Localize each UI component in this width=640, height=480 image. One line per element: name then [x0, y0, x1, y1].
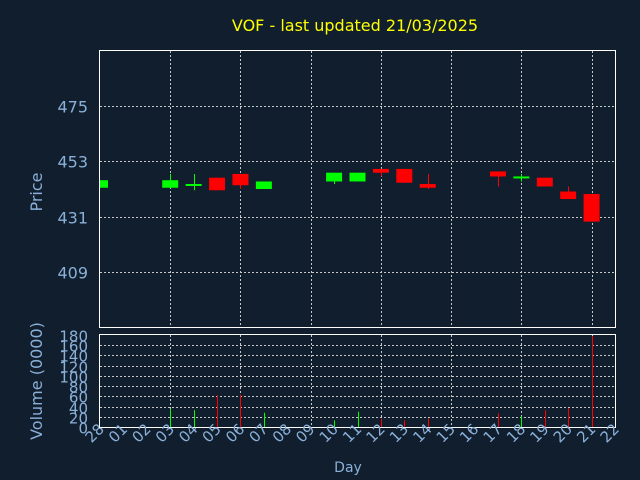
candle-body: [255, 181, 272, 189]
candle-body: [560, 191, 577, 200]
volume-grid: [100, 335, 615, 427]
price-y-axis-label: Price: [27, 172, 46, 211]
candle-body: [162, 180, 179, 188]
candles: [100, 168, 600, 222]
candle-body: [372, 168, 389, 173]
price-tick-label: 475: [57, 98, 88, 117]
candle-body: [489, 171, 506, 177]
candle-body: [583, 194, 600, 222]
x-axis-label: Day: [334, 460, 362, 476]
volume-plot-frame: [99, 334, 616, 428]
volume-tick-label: 40: [69, 400, 88, 418]
volume-tick-label: 180: [59, 328, 88, 346]
volume-y-axis-label: Volume (0000): [27, 322, 46, 440]
price-tick-label: 453: [57, 153, 88, 172]
volume-tick-label: 140: [59, 348, 88, 366]
candle-body: [513, 176, 530, 179]
price-y-tick-labels: 409 431 453 475: [57, 98, 88, 283]
x-tick-labels: 2801020304050607080910111213141516171819…: [82, 420, 623, 446]
price-tick-label: 409: [57, 264, 88, 283]
volume-bars: [170, 336, 593, 427]
volume-tick-label: 20: [69, 410, 88, 428]
chart-title: VOF - last updated 21/03/2025: [232, 16, 478, 35]
candle-body: [232, 173, 249, 186]
volume-tick-label: 120: [59, 359, 88, 377]
price-panel: 409 431 453 475 Price: [27, 50, 616, 328]
candle-body: [536, 177, 553, 187]
volume-tick-label: 80: [69, 379, 88, 397]
volume-tick-label: 60: [69, 389, 88, 407]
candle-body: [100, 180, 108, 188]
price-plot-frame: [99, 50, 616, 328]
candle-body: [185, 183, 202, 186]
candle-body: [209, 177, 226, 191]
candle-body: [326, 172, 343, 182]
candle-body: [349, 172, 366, 182]
volume-tick-label: 100: [59, 369, 88, 387]
volume-tick-label: 160: [59, 338, 88, 356]
candle-body: [396, 168, 413, 183]
volume-tick-label: 0: [78, 420, 88, 438]
price-tick-label: 431: [57, 209, 88, 228]
candle-body: [419, 183, 436, 188]
